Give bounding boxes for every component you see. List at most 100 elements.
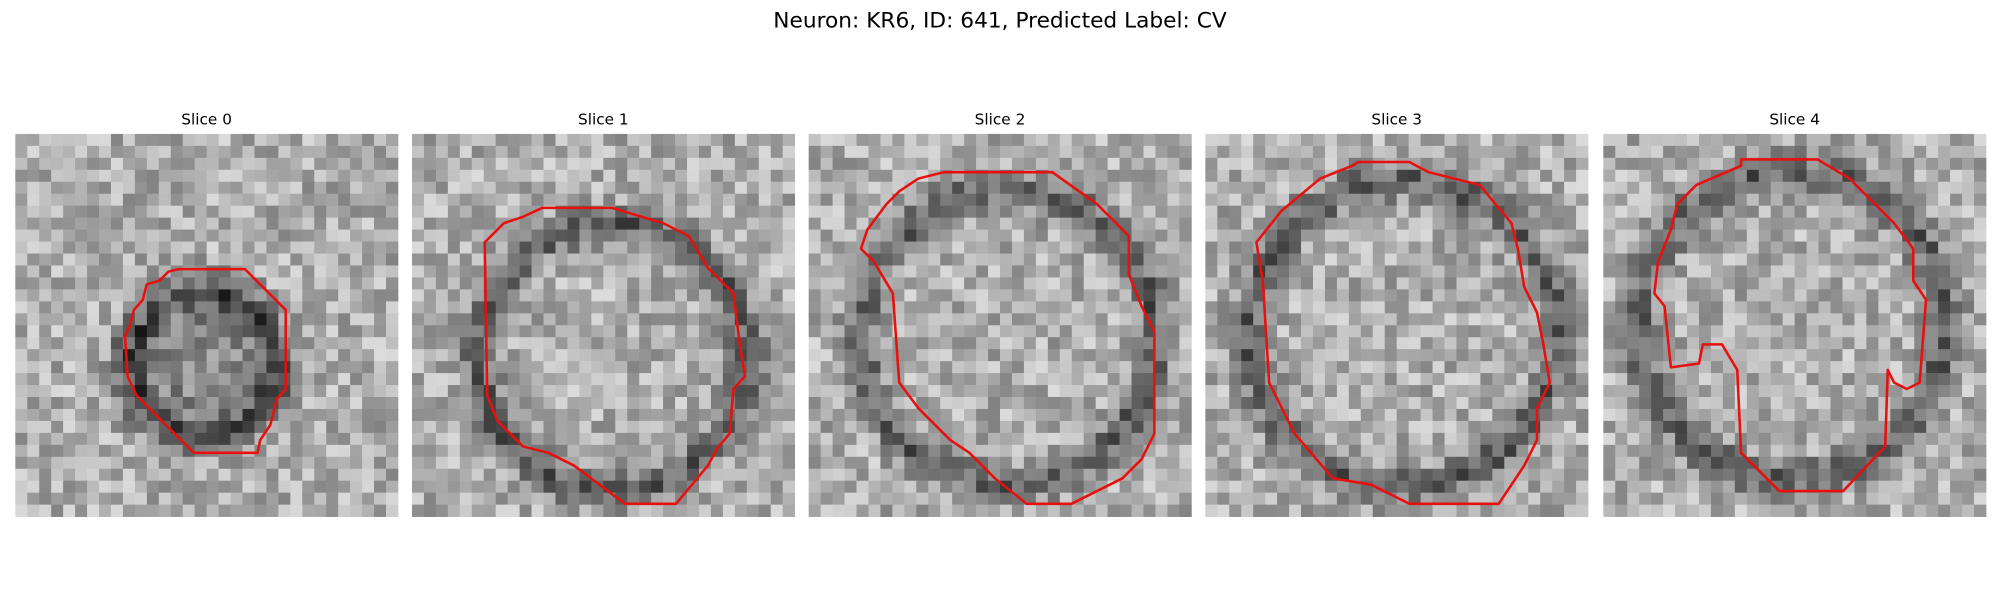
pixel bbox=[1552, 217, 1565, 230]
pixel bbox=[543, 373, 556, 386]
pixel bbox=[1035, 145, 1049, 159]
pixel bbox=[1782, 408, 1796, 422]
pixel bbox=[808, 265, 822, 278]
pixel bbox=[1023, 205, 1037, 219]
pixel bbox=[483, 265, 497, 278]
pixel bbox=[603, 325, 616, 338]
pixel bbox=[880, 253, 893, 266]
pixel bbox=[218, 397, 231, 410]
pixel bbox=[579, 349, 592, 362]
pixel bbox=[1083, 181, 1097, 195]
pixel bbox=[1360, 420, 1374, 434]
pixel bbox=[1444, 301, 1457, 314]
pixel bbox=[1217, 265, 1230, 278]
pixel bbox=[1854, 337, 1867, 350]
pixel bbox=[988, 265, 1001, 278]
pixel bbox=[603, 157, 616, 171]
pixel bbox=[1408, 420, 1421, 434]
pixel bbox=[1504, 169, 1517, 183]
pixel bbox=[746, 420, 760, 434]
pixel bbox=[603, 145, 616, 159]
pixel bbox=[567, 265, 580, 278]
pixel bbox=[1540, 468, 1553, 482]
pixel bbox=[1603, 313, 1616, 326]
pixel bbox=[1071, 277, 1085, 290]
pixel bbox=[746, 229, 760, 242]
pixel bbox=[1023, 504, 1037, 517]
pixel bbox=[892, 241, 905, 254]
pixel bbox=[1119, 313, 1132, 326]
pixel bbox=[158, 193, 172, 207]
pixel bbox=[447, 145, 461, 159]
pixel bbox=[1675, 253, 1688, 266]
pixel bbox=[447, 408, 461, 422]
pixel bbox=[134, 468, 148, 482]
pixel bbox=[1155, 289, 1168, 302]
pixel bbox=[1938, 397, 1951, 410]
pixel bbox=[746, 408, 760, 422]
pixel bbox=[158, 217, 172, 230]
pixel bbox=[386, 420, 399, 434]
pixel bbox=[1782, 325, 1796, 338]
pixel bbox=[1360, 504, 1374, 517]
pixel bbox=[1746, 313, 1760, 326]
pixel bbox=[1480, 325, 1493, 338]
pixel bbox=[51, 229, 64, 242]
pixel bbox=[1818, 444, 1831, 458]
pixel bbox=[386, 241, 399, 254]
pixel bbox=[1205, 468, 1218, 482]
pixel bbox=[1746, 385, 1760, 398]
pixel bbox=[99, 492, 112, 506]
pixel bbox=[326, 480, 339, 494]
pixel bbox=[1758, 444, 1772, 458]
pixel bbox=[687, 385, 700, 398]
pixel bbox=[880, 289, 893, 302]
pixel bbox=[1564, 181, 1577, 195]
pixel bbox=[675, 456, 688, 470]
pixel bbox=[1564, 157, 1577, 171]
pixel bbox=[1167, 385, 1180, 398]
pixel bbox=[87, 432, 100, 446]
pixel bbox=[1095, 205, 1109, 219]
pixel bbox=[435, 432, 449, 446]
pixel bbox=[1432, 241, 1445, 254]
pixel bbox=[1217, 444, 1230, 458]
pixel bbox=[170, 205, 184, 219]
pixel bbox=[338, 193, 351, 207]
pixel bbox=[170, 468, 184, 482]
pixel bbox=[952, 277, 965, 290]
pixel bbox=[1011, 265, 1025, 278]
pixel bbox=[1372, 229, 1386, 242]
pixel bbox=[350, 133, 363, 147]
pixel bbox=[734, 169, 748, 183]
pixel bbox=[1131, 181, 1144, 195]
pixel bbox=[266, 373, 279, 386]
pixel bbox=[1336, 253, 1350, 266]
pixel bbox=[39, 432, 52, 446]
pixel bbox=[1492, 145, 1505, 159]
pixel bbox=[698, 133, 712, 147]
pixel bbox=[1687, 265, 1700, 278]
pixel bbox=[350, 301, 363, 314]
pixel bbox=[1974, 349, 1987, 362]
pixel bbox=[1615, 277, 1628, 290]
pixel bbox=[519, 432, 532, 446]
pixel bbox=[832, 169, 845, 183]
pixel bbox=[134, 349, 148, 362]
pixel bbox=[1408, 337, 1421, 350]
pixel bbox=[1468, 205, 1481, 219]
pixel bbox=[447, 157, 461, 171]
pixel bbox=[1312, 480, 1326, 494]
pixel bbox=[134, 229, 148, 242]
pixel bbox=[495, 432, 509, 446]
pixel bbox=[1492, 241, 1505, 254]
pixel bbox=[362, 468, 375, 482]
pixel bbox=[350, 361, 363, 374]
pixel bbox=[1035, 181, 1049, 195]
pixel bbox=[1902, 373, 1915, 386]
pixel bbox=[1384, 313, 1398, 326]
pixel bbox=[1687, 313, 1700, 326]
pixel bbox=[999, 337, 1013, 350]
pixel bbox=[940, 480, 953, 494]
pixel bbox=[1107, 277, 1120, 290]
